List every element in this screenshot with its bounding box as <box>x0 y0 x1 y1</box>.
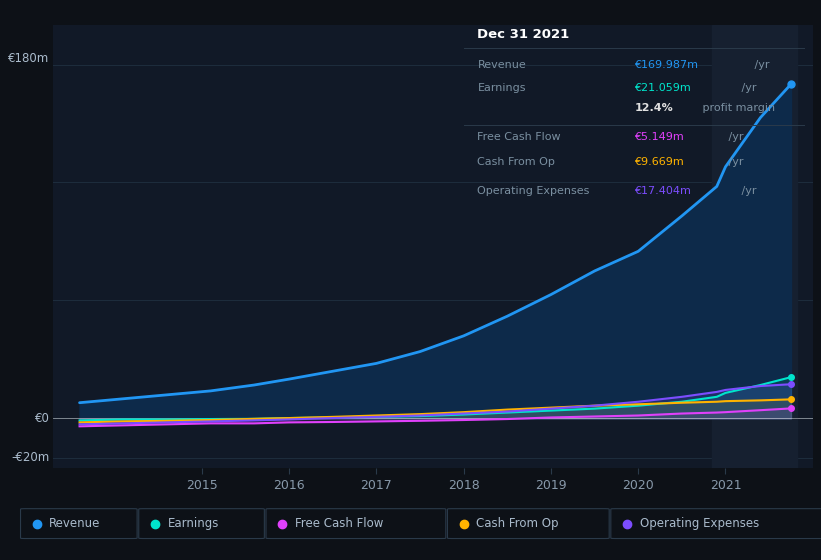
Text: €169.987m: €169.987m <box>635 60 698 70</box>
Text: €0: €0 <box>34 412 49 425</box>
Text: Free Cash Flow: Free Cash Flow <box>295 517 383 530</box>
Text: /yr: /yr <box>725 157 743 167</box>
Text: /yr: /yr <box>725 132 743 142</box>
Text: Earnings: Earnings <box>478 83 526 94</box>
Text: €9.669m: €9.669m <box>635 157 684 167</box>
Text: €21.059m: €21.059m <box>635 83 691 94</box>
Text: /yr: /yr <box>738 83 756 94</box>
Text: €5.149m: €5.149m <box>635 132 684 142</box>
Text: Free Cash Flow: Free Cash Flow <box>478 132 561 142</box>
Text: Dec 31 2021: Dec 31 2021 <box>478 29 570 41</box>
Text: Operating Expenses: Operating Expenses <box>478 186 589 195</box>
Text: €180m: €180m <box>8 52 49 64</box>
Text: Cash From Op: Cash From Op <box>476 517 558 530</box>
Text: 12.4%: 12.4% <box>635 102 673 113</box>
Text: -€20m: -€20m <box>11 451 49 464</box>
Text: Operating Expenses: Operating Expenses <box>640 517 759 530</box>
Text: /yr: /yr <box>750 60 769 70</box>
Text: Cash From Op: Cash From Op <box>478 157 555 167</box>
Text: /yr: /yr <box>738 186 756 195</box>
Text: Earnings: Earnings <box>167 517 219 530</box>
Text: Revenue: Revenue <box>478 60 526 70</box>
Text: profit margin: profit margin <box>699 102 775 113</box>
Text: Revenue: Revenue <box>49 517 101 530</box>
Text: €17.404m: €17.404m <box>635 186 691 195</box>
Bar <box>713 25 797 468</box>
